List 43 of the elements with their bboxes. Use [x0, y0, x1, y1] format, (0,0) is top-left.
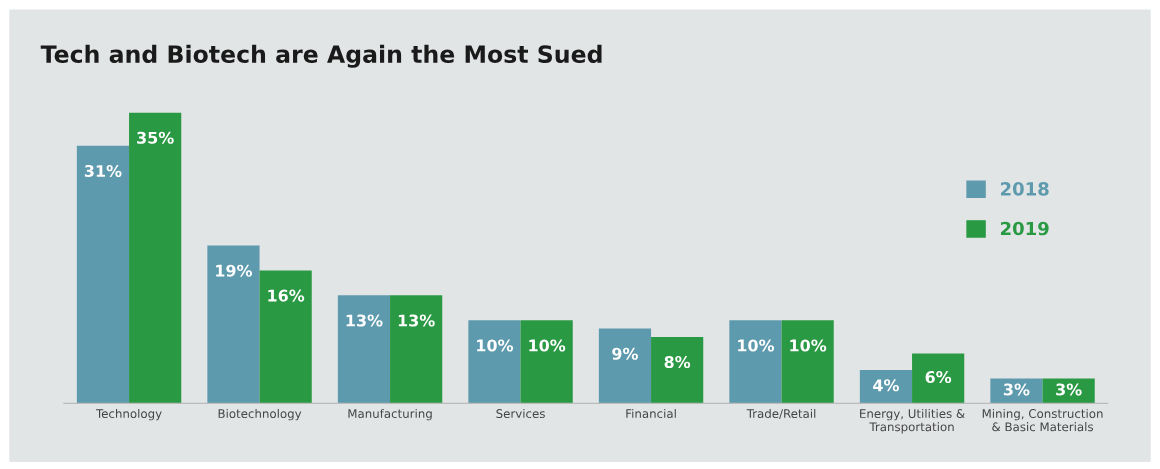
data-label: 3%	[1003, 383, 1030, 396]
x-tick-label: Technology	[95, 408, 162, 421]
x-tick-label: Financial	[626, 408, 676, 419]
x-tick-label: Mining, Construction & Basic Materials	[982, 408, 1103, 432]
bar	[207, 245, 260, 404]
bar	[598, 328, 652, 404]
bar	[76, 145, 130, 404]
legend-label: 2019	[1000, 221, 1049, 236]
data-label: 10%	[477, 339, 514, 352]
bar	[912, 353, 965, 404]
data-label: 3%	[1056, 383, 1082, 396]
bar	[990, 378, 1043, 404]
data-label: 10%	[790, 339, 827, 352]
x-tick-label: Manufacturing	[348, 408, 432, 421]
data-label: 6%	[925, 370, 952, 384]
data-label: 19%	[216, 264, 253, 277]
data-label: 9%	[612, 347, 638, 360]
legend-label: 2018	[1000, 182, 1049, 196]
data-label: 35%	[137, 131, 174, 144]
data-label: 31%	[84, 164, 122, 178]
bar	[337, 295, 391, 404]
data-label: 16%	[268, 289, 305, 302]
bar	[1042, 378, 1095, 404]
x-tick-label: Services	[496, 408, 545, 419]
data-label: 4%	[873, 379, 899, 392]
x-tick-label: Energy, Utilities & Transportation	[860, 408, 965, 434]
x-tick-label: Trade/Retail	[746, 408, 816, 419]
data-label: 8%	[664, 356, 691, 369]
bar	[520, 320, 573, 404]
data-label: 13%	[346, 314, 383, 327]
bar	[259, 270, 312, 404]
bar	[129, 112, 182, 404]
bar	[729, 320, 782, 404]
bar	[468, 320, 521, 404]
bar	[390, 295, 443, 404]
data-label: 10%	[738, 339, 775, 352]
data-label: 10%	[529, 339, 566, 352]
chart-title: Tech and Biotech are Again the Most Sued	[40, 44, 602, 68]
bar	[781, 320, 834, 404]
bar	[651, 336, 704, 404]
x-tick-label: Biotechnology	[218, 408, 302, 421]
data-label: 13%	[398, 314, 435, 327]
bar	[859, 370, 913, 404]
